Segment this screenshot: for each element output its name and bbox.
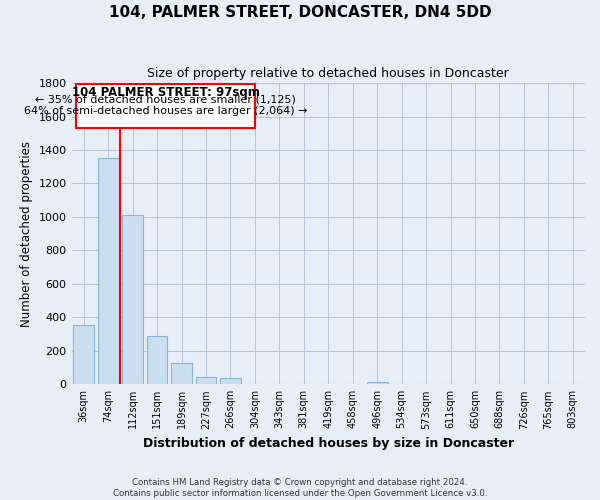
Title: Size of property relative to detached houses in Doncaster: Size of property relative to detached ho… (148, 68, 509, 80)
Text: 104 PALMER STREET: 97sqm: 104 PALMER STREET: 97sqm (72, 86, 260, 98)
Bar (171, 362, 192, 384)
Text: 104, PALMER STREET, DONCASTER, DN4 5DD: 104, PALMER STREET, DONCASTER, DN4 5DD (109, 5, 491, 20)
FancyBboxPatch shape (76, 84, 255, 128)
Bar (196, 378, 217, 384)
X-axis label: Distribution of detached houses by size in Doncaster: Distribution of detached houses by size … (143, 437, 514, 450)
Bar (367, 382, 388, 384)
Bar (122, 216, 143, 384)
Y-axis label: Number of detached properties: Number of detached properties (20, 140, 33, 326)
Bar (146, 336, 167, 384)
Text: ← 35% of detached houses are smaller (1,125): ← 35% of detached houses are smaller (1,… (35, 95, 296, 105)
Bar (220, 378, 241, 384)
Bar (98, 158, 119, 384)
Text: 64% of semi-detached houses are larger (2,064) →: 64% of semi-detached houses are larger (… (24, 106, 307, 116)
Text: Contains HM Land Registry data © Crown copyright and database right 2024.
Contai: Contains HM Land Registry data © Crown c… (113, 478, 487, 498)
Bar (73, 325, 94, 384)
